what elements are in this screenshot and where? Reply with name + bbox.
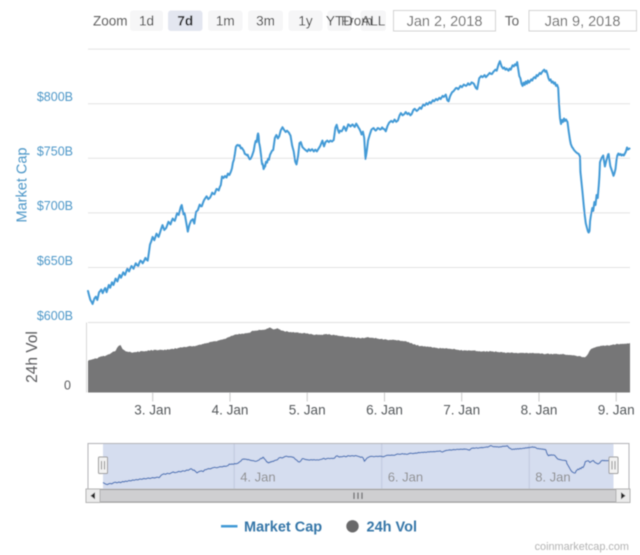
svg-text:4. Jan: 4. Jan bbox=[240, 470, 275, 485]
svg-text:24h Vol: 24h Vol bbox=[24, 331, 41, 383]
svg-text:8. Jan: 8. Jan bbox=[521, 403, 558, 418]
svg-text:1m: 1m bbox=[216, 14, 235, 29]
svg-text:7d: 7d bbox=[177, 14, 193, 29]
svg-text:6. Jan: 6. Jan bbox=[388, 470, 423, 485]
svg-text:ALL: ALL bbox=[361, 14, 386, 29]
svg-text:9. Jan: 9. Jan bbox=[598, 403, 635, 418]
svg-text:Market Cap: Market Cap bbox=[15, 148, 31, 223]
svg-text:24h Vol: 24h Vol bbox=[367, 519, 418, 535]
svg-text:6. Jan: 6. Jan bbox=[366, 403, 403, 418]
svg-text:0: 0 bbox=[64, 379, 71, 393]
svg-text:To: To bbox=[505, 14, 519, 29]
svg-text:Zoom: Zoom bbox=[93, 14, 128, 29]
svg-text:$800B: $800B bbox=[37, 90, 73, 104]
svg-text:Jan 9, 2018: Jan 9, 2018 bbox=[545, 14, 621, 30]
svg-text:7. Jan: 7. Jan bbox=[443, 403, 480, 418]
svg-text:3m: 3m bbox=[256, 14, 275, 29]
svg-text:YTD: YTD bbox=[326, 14, 353, 29]
svg-text:Jan 2, 2018: Jan 2, 2018 bbox=[407, 14, 483, 30]
svg-text:From: From bbox=[341, 14, 373, 29]
svg-text:1y: 1y bbox=[298, 14, 313, 29]
svg-text:$700B: $700B bbox=[37, 199, 73, 213]
svg-text:Market Cap: Market Cap bbox=[244, 519, 322, 535]
svg-text:$750B: $750B bbox=[37, 145, 73, 159]
svg-text:coinmarketcap.com: coinmarketcap.com bbox=[535, 541, 629, 553]
svg-text:$650B: $650B bbox=[37, 254, 73, 268]
svg-text:1d: 1d bbox=[139, 14, 154, 29]
svg-text:3. Jan: 3. Jan bbox=[134, 403, 171, 418]
svg-text:4. Jan: 4. Jan bbox=[212, 403, 249, 418]
svg-text:8. Jan: 8. Jan bbox=[535, 470, 570, 485]
svg-text:$600B: $600B bbox=[37, 309, 73, 323]
svg-text:5. Jan: 5. Jan bbox=[289, 403, 326, 418]
